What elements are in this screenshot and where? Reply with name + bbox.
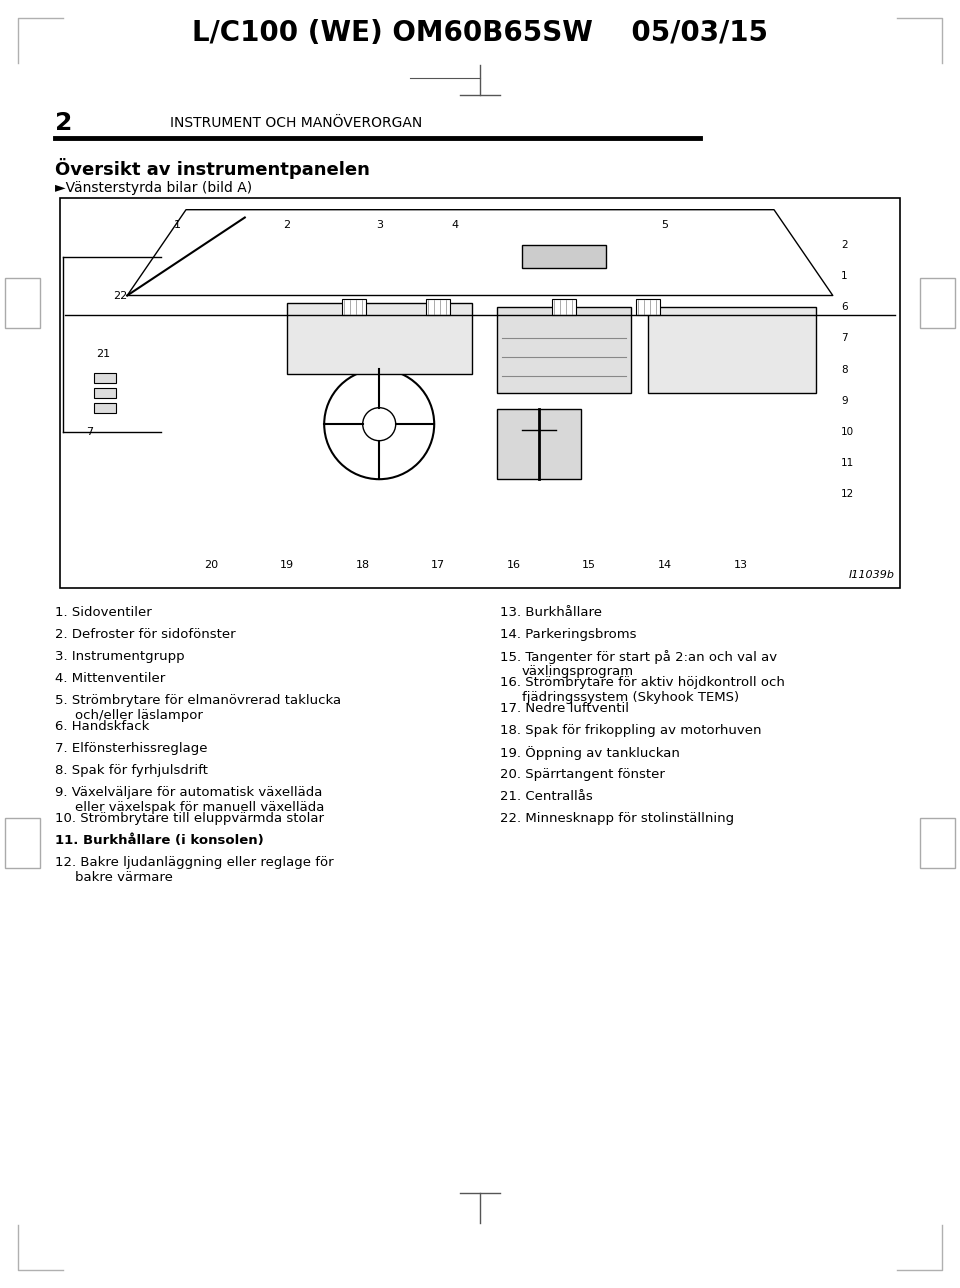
Text: 12: 12 [841,489,854,500]
Bar [287,303,471,374]
Text: 3: 3 [375,220,383,231]
Text: 19: 19 [279,559,294,569]
Text: 7: 7 [841,334,848,344]
Text: 12. Bakre ljudanläggning eller reglage för: 12. Bakre ljudanläggning eller reglage f… [55,857,334,869]
Text: 11: 11 [841,459,854,469]
Text: 13: 13 [733,559,748,569]
Text: 6: 6 [841,303,848,312]
Text: 15. Tangenter för start på 2:an och val av: 15. Tangenter för start på 2:an och val … [500,650,778,665]
Text: 22. Minnesknapp för stolinställning: 22. Minnesknapp för stolinställning [500,811,734,826]
FancyBboxPatch shape [5,278,40,328]
Text: 21: 21 [96,349,110,359]
Text: 19. Öppning av tankluckan: 19. Öppning av tankluckan [500,746,680,760]
Text: 14. Parkeringsbroms: 14. Parkeringsbroms [500,629,636,641]
Text: 15: 15 [582,559,596,569]
Text: 1: 1 [841,270,848,281]
Bar [426,299,450,316]
Text: 8. Spak för fyrhjulsdrift: 8. Spak för fyrhjulsdrift [55,764,208,777]
Bar [93,403,115,412]
Text: eller växelspak för manuell växelläda: eller växelspak för manuell växelläda [75,801,324,814]
Text: 18: 18 [355,559,370,569]
Text: 5. Strömbrytare för elmanövrerad taklucka: 5. Strömbrytare för elmanövrerad takluck… [55,694,341,707]
Text: 7. Elfönsterhissreglage: 7. Elfönsterhissreglage [55,742,207,755]
Text: 6. Handskfack: 6. Handskfack [55,720,150,733]
Bar [342,299,366,316]
Text: och/eller läslampor: och/eller läslampor [75,708,203,723]
Text: 10: 10 [841,428,854,437]
Text: 2: 2 [841,240,848,250]
Bar [636,299,660,316]
Text: växlingsprogram: växlingsprogram [522,665,635,677]
Bar [497,308,632,393]
Text: 8: 8 [841,365,848,375]
Text: Översikt av instrumentpanelen: Översikt av instrumentpanelen [55,157,370,179]
Text: 9: 9 [841,395,848,406]
Text: fjädringssystem (Skyhook TEMS): fjädringssystem (Skyhook TEMS) [522,690,739,705]
Text: 16: 16 [507,559,520,569]
Text: 21. Centrallås: 21. Centrallås [500,790,592,802]
Text: 5: 5 [661,220,668,231]
Text: 3. Instrumentgrupp: 3. Instrumentgrupp [55,650,184,663]
Text: 20: 20 [204,559,218,569]
Text: 1: 1 [174,220,181,231]
Text: 16. Strömbrytare för aktiv höjdkontroll och: 16. Strömbrytare för aktiv höjdkontroll … [500,676,785,689]
FancyBboxPatch shape [5,818,40,868]
Text: 2: 2 [55,111,72,135]
Text: 4: 4 [451,220,458,231]
Bar [497,408,581,479]
Text: bakre värmare: bakre värmare [75,871,173,884]
FancyBboxPatch shape [920,818,955,868]
Text: 4. Mittenventiler: 4. Mittenventiler [55,672,165,685]
Text: 14: 14 [658,559,672,569]
Bar [648,308,816,393]
Text: 2. Defroster för sidofönster: 2. Defroster för sidofönster [55,629,235,641]
Bar [552,299,576,316]
Bar [93,372,115,383]
Text: 17. Nedre luftventil: 17. Nedre luftventil [500,702,629,715]
Text: 13. Burkhållare: 13. Burkhållare [500,605,602,620]
Text: 1. Sidoventiler: 1. Sidoventiler [55,605,152,620]
Bar [60,198,900,589]
FancyBboxPatch shape [920,278,955,328]
Text: I11039b: I11039b [849,571,895,580]
Text: ►Vänsterstyrda bilar (bild A): ►Vänsterstyrda bilar (bild A) [55,182,252,194]
Text: 2: 2 [283,220,290,231]
Text: 18. Spak för frikoppling av motorhuven: 18. Spak för frikoppling av motorhuven [500,724,761,737]
Bar [93,388,115,398]
Text: 7: 7 [86,428,93,437]
Text: 11. Burkhållare (i konsolen): 11. Burkhållare (i konsolen) [55,835,264,848]
Text: 9. Växelväljare för automatisk växelläda: 9. Växelväljare för automatisk växelläda [55,786,323,799]
Text: 20. Spärrtangent fönster: 20. Spärrtangent fönster [500,768,665,781]
Text: L/C100 (WE) OM60B65SW    05/03/15: L/C100 (WE) OM60B65SW 05/03/15 [192,19,768,46]
Text: INSTRUMENT OCH MANÖVERORGAN: INSTRUMENT OCH MANÖVERORGAN [170,116,422,130]
Text: 10. Strömbrytare till eluppvärmda stolar: 10. Strömbrytare till eluppvärmda stolar [55,811,324,826]
Bar [522,245,606,268]
Text: 17: 17 [431,559,445,569]
Text: 22: 22 [113,291,127,300]
